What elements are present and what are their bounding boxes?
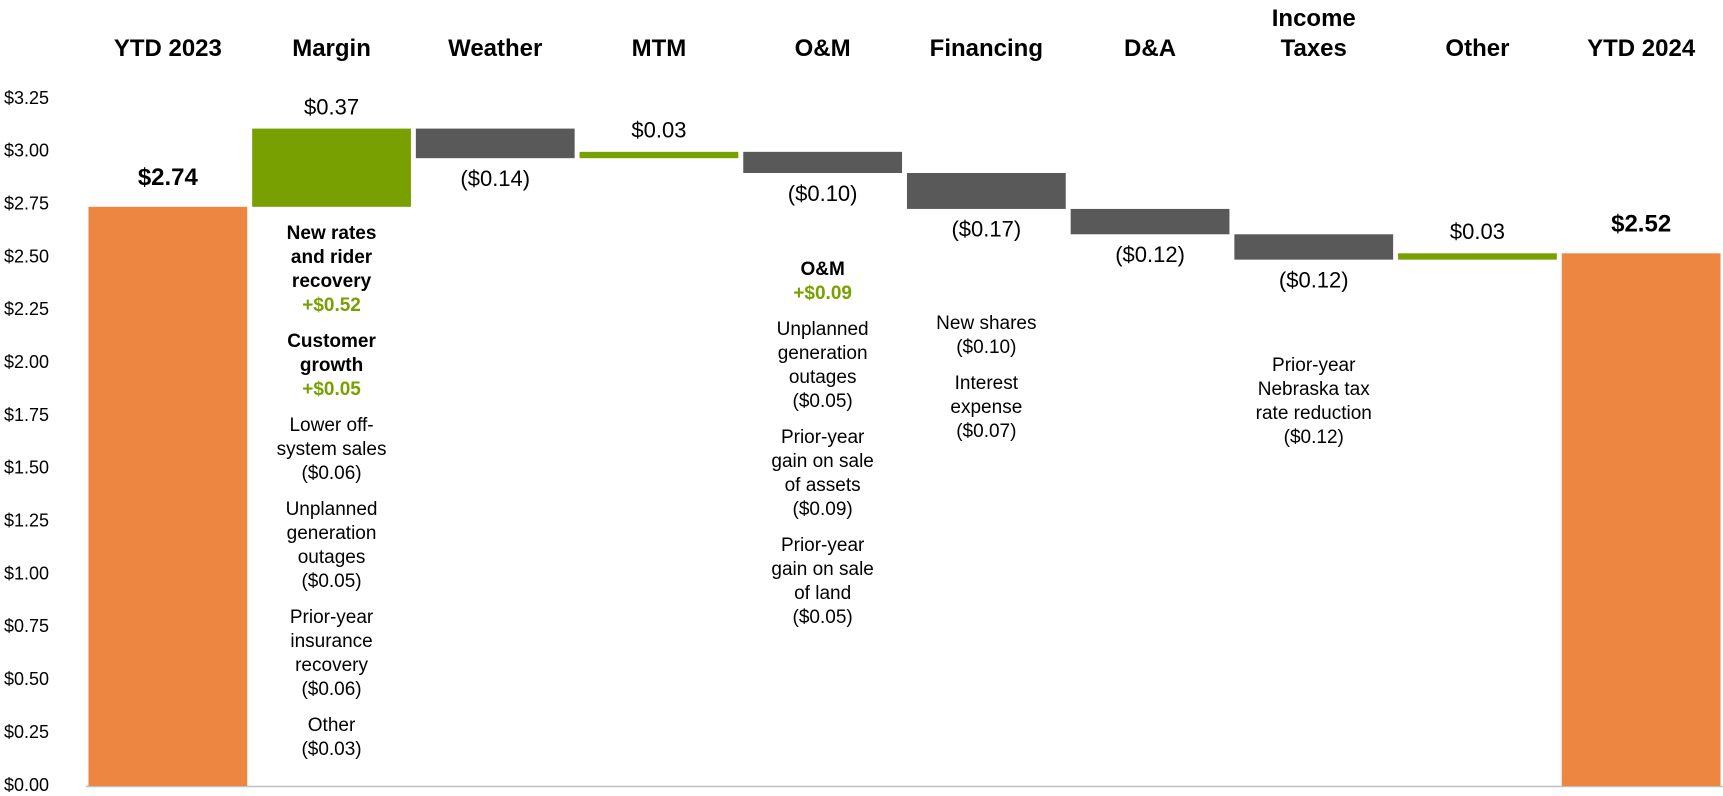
y-tick-label: $2.50 xyxy=(4,246,49,266)
note-text: Unplanned generation outages xyxy=(776,319,869,388)
note-item: Other ($0.03) xyxy=(273,714,391,762)
note-text: Prior-year gain on sale of assets xyxy=(771,427,874,496)
bar xyxy=(415,128,575,159)
value-label: $0.03 xyxy=(1450,219,1505,244)
y-tick-label: $3.00 xyxy=(4,141,49,161)
note-text: Unplanned generation outages xyxy=(285,499,378,568)
note-item: Customer growth +$0.05 xyxy=(273,330,391,402)
value-label: $2.52 xyxy=(1611,211,1671,238)
y-tick-label: $3.25 xyxy=(4,88,49,108)
note-amount: ($0.03) xyxy=(301,739,362,760)
y-tick-label: $1.75 xyxy=(4,405,49,425)
note-item: New rates and rider recovery +$0.52 xyxy=(273,222,391,318)
note-text: Customer growth xyxy=(287,331,376,376)
note-item: Prior-year gain on sale of land ($0.05) xyxy=(764,534,882,630)
value-label: $0.37 xyxy=(304,94,359,119)
note-text: Lower off-system sales xyxy=(276,415,387,460)
value-label: ($0.14) xyxy=(460,166,530,191)
category-label: MTM xyxy=(631,35,687,62)
y-tick-label: $2.75 xyxy=(4,193,49,213)
note-text: Other xyxy=(307,715,356,736)
note-item: New shares ($0.10) xyxy=(927,312,1045,360)
y-tick-label: $0.75 xyxy=(4,616,49,636)
bar xyxy=(88,206,248,786)
bar xyxy=(906,172,1066,209)
note-item: Lower off-system sales ($0.06) xyxy=(273,414,391,486)
note-text: New rates and rider recovery xyxy=(286,223,377,292)
bar xyxy=(579,151,739,159)
note-amount: ($0.10) xyxy=(956,337,1017,358)
note-item: Prior-year insurance recovery ($0.06) xyxy=(273,606,391,702)
note-block: Prior-year Nebraska tax rate reduction ($… xyxy=(1246,354,1382,462)
value-label: ($0.17) xyxy=(951,217,1021,242)
value-label: $2.74 xyxy=(138,164,199,191)
note-block: O&M +$0.09 Unplanned generation outages ($0… xyxy=(764,258,882,642)
note-text: New shares xyxy=(936,313,1037,334)
note-item: Unplanned generation outages ($0.05) xyxy=(273,498,391,594)
value-label: ($0.12) xyxy=(1279,267,1349,292)
value-label: ($0.10) xyxy=(788,181,858,206)
category-label: Other xyxy=(1445,35,1510,62)
value-label: ($0.12) xyxy=(1115,242,1185,267)
note-text: O&M xyxy=(800,259,845,280)
note-text: Prior-year gain on sale of land xyxy=(771,535,874,604)
y-tick-label: $0.25 xyxy=(4,722,49,742)
note-amount: ($0.12) xyxy=(1283,427,1344,448)
category-label: YTD 2023 xyxy=(113,35,222,62)
y-tick-label: $1.50 xyxy=(4,458,49,478)
category-label: Weather xyxy=(448,35,543,62)
category-label: Income Taxes xyxy=(1271,5,1356,62)
y-tick-label: $2.25 xyxy=(4,299,49,319)
category-label: Financing xyxy=(929,35,1044,62)
bar xyxy=(252,128,411,207)
note-item: Prior-year gain on sale of assets ($0.09) xyxy=(764,426,882,522)
note-item: O&M +$0.09 xyxy=(764,258,882,306)
y-tick-label: $1.00 xyxy=(4,563,49,583)
note-text: Interest expense xyxy=(950,373,1023,418)
bar xyxy=(1234,234,1394,260)
note-amount: +$0.52 xyxy=(302,295,361,316)
note-item: Interest expense ($0.07) xyxy=(927,372,1045,444)
category-label: Margin xyxy=(292,35,371,62)
note-item: Unplanned generation outages ($0.05) xyxy=(764,318,882,414)
note-amount: ($0.05) xyxy=(792,607,853,628)
bar xyxy=(743,151,903,173)
bar xyxy=(1398,253,1557,260)
note-block: New rates and rider recovery +$0.52 Custom… xyxy=(273,222,391,774)
note-amount: +$0.09 xyxy=(793,283,852,304)
note-amount: +$0.05 xyxy=(302,379,361,400)
value-label: $0.03 xyxy=(631,118,686,143)
y-tick-label: $0.50 xyxy=(4,669,49,689)
category-label: YTD 2024 xyxy=(1587,35,1696,62)
category-label: D&A xyxy=(1124,35,1177,62)
y-tick-label: $0.00 xyxy=(4,775,49,795)
bar xyxy=(1561,253,1721,786)
note-amount: ($0.06) xyxy=(301,463,362,484)
note-amount: ($0.05) xyxy=(792,391,853,412)
note-amount: ($0.09) xyxy=(792,499,853,520)
category-label: O&M xyxy=(794,35,851,62)
note-amount: ($0.06) xyxy=(301,679,362,700)
note-text: Prior-year insurance recovery xyxy=(289,607,374,676)
y-tick-label: $2.00 xyxy=(4,352,49,372)
note-item: Prior-year Nebraska tax rate reduction ($… xyxy=(1246,354,1382,450)
note-amount: ($0.05) xyxy=(301,571,362,592)
bar xyxy=(1070,208,1230,235)
note-block: New shares ($0.10) Interest expense ($0.07) xyxy=(927,312,1045,456)
note-text: Prior-year Nebraska tax rate reduction xyxy=(1255,355,1372,424)
note-amount: ($0.07) xyxy=(956,421,1017,442)
y-tick-label: $1.25 xyxy=(4,511,49,531)
